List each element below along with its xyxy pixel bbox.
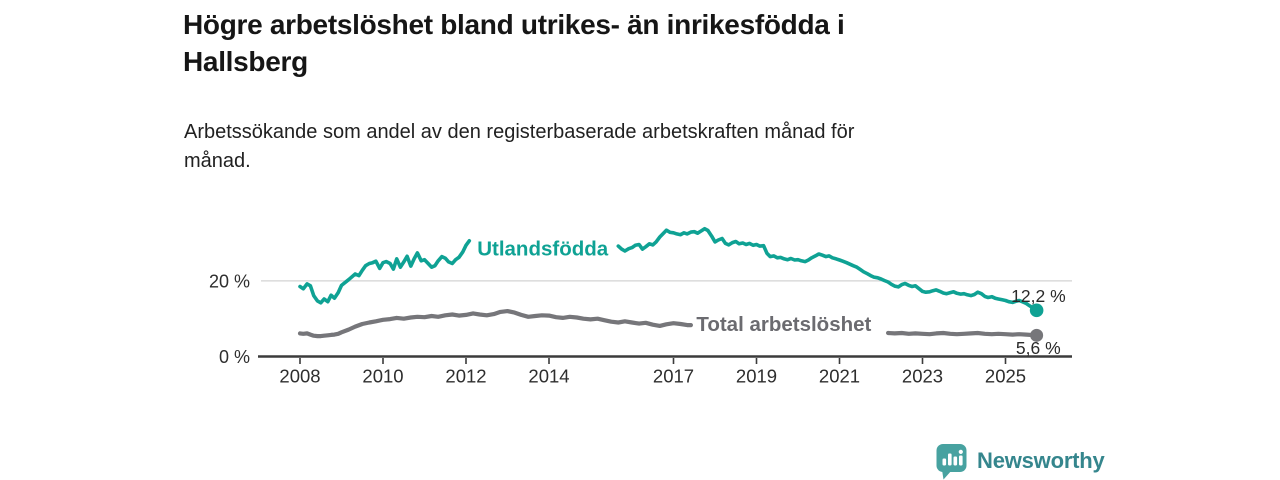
y-tick-label: 20 % bbox=[209, 271, 250, 291]
series-line-total-arbetsloshet-seg2 bbox=[886, 330, 1039, 338]
x-tick-label: 2025 bbox=[985, 366, 1026, 387]
series-label-utlandsfodda: Utlandsfödda bbox=[477, 237, 609, 260]
newsworthy-brand-text: Newsworthy bbox=[977, 448, 1105, 473]
x-tick-label: 2012 bbox=[445, 366, 486, 387]
x-tick-label: 2008 bbox=[279, 366, 320, 387]
end-value-label-utlandsfodda: 12,2 % bbox=[1011, 286, 1065, 306]
end-value-label-total-arbetsloshet: 5,6 % bbox=[1016, 338, 1061, 358]
series-line-utlandsfodda-seg2 bbox=[616, 226, 1039, 313]
y-tick-label: 0 % bbox=[219, 347, 250, 367]
chart-subtitle-line1: Arbetssökande som andel av den registerb… bbox=[184, 121, 855, 143]
x-tick-label: 2017 bbox=[653, 366, 694, 387]
newsworthy-logo-icon bbox=[936, 443, 967, 479]
x-tick-label: 2023 bbox=[902, 366, 943, 387]
chart-title-line1: Högre arbetslöshet bland utrikes- än inr… bbox=[183, 9, 845, 40]
end-dot-total-arbetsloshet bbox=[1030, 328, 1044, 342]
newsworthy-logo: Newsworthy bbox=[936, 443, 1105, 479]
series-label-total-arbetsloshet: Total arbetslöshet bbox=[696, 313, 871, 336]
chart-subtitle: Arbetssökande som andel av den registerb… bbox=[184, 118, 854, 176]
chart-subtitle-line2: månad. bbox=[184, 150, 251, 172]
end-dot-utlandsfodda bbox=[1029, 303, 1044, 318]
series-line-utlandsfodda-seg1 bbox=[298, 239, 472, 305]
x-tick-label: 2014 bbox=[528, 366, 569, 387]
series-line-total-arbetsloshet-seg1 bbox=[297, 309, 693, 339]
x-tick-label: 2021 bbox=[819, 366, 860, 387]
x-tick-label: 2010 bbox=[362, 366, 403, 387]
chart-title: Högre arbetslöshet bland utrikes- än inr… bbox=[183, 6, 845, 80]
chart-title-line2: Hallsberg bbox=[183, 46, 308, 77]
x-tick-label: 2019 bbox=[736, 366, 777, 387]
